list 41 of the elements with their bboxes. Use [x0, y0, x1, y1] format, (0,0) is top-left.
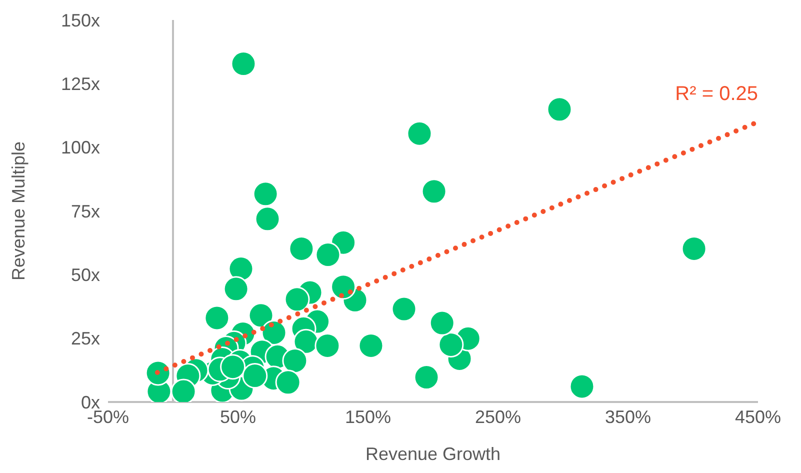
point: [546, 96, 572, 122]
x-tick-label: 350%: [604, 406, 652, 427]
point: [414, 364, 440, 390]
y-axis-title: Revenue Multiple: [8, 141, 28, 281]
point: [284, 286, 310, 312]
point: [275, 370, 301, 396]
point: [314, 332, 340, 358]
point: [391, 296, 417, 322]
point: [330, 274, 356, 300]
point: [681, 236, 707, 262]
point: [223, 276, 249, 302]
point: [358, 332, 384, 358]
x-tick-label: 50%: [220, 406, 256, 427]
point: [406, 120, 432, 146]
point: [282, 348, 308, 374]
point: [220, 354, 246, 380]
point: [429, 310, 455, 336]
x-tick-label: 150%: [344, 406, 392, 427]
x-tick-label: 250%: [474, 406, 522, 427]
point: [421, 178, 447, 204]
point: [242, 363, 268, 389]
point: [170, 378, 196, 402]
point: [252, 181, 278, 207]
y-tick-label: 125x: [60, 74, 100, 94]
point: [288, 236, 314, 262]
y-tick-label: 100x: [60, 138, 100, 158]
y-tick-label: 75x: [70, 201, 100, 222]
y-tick-label: 25x: [70, 328, 100, 349]
point: [315, 242, 341, 268]
annotation: R² = 0.25: [675, 83, 758, 105]
x-tick-label: 450%: [734, 406, 782, 427]
point: [145, 360, 171, 386]
point: [204, 305, 230, 331]
x-axis-title: Revenue Growth: [365, 444, 501, 464]
point: [569, 374, 595, 400]
point: [438, 332, 464, 358]
point: [248, 302, 274, 328]
y-tick-label: 50x: [70, 265, 100, 286]
point: [254, 206, 280, 232]
y-tick-label: 150x: [60, 10, 100, 30]
point: [230, 51, 256, 77]
